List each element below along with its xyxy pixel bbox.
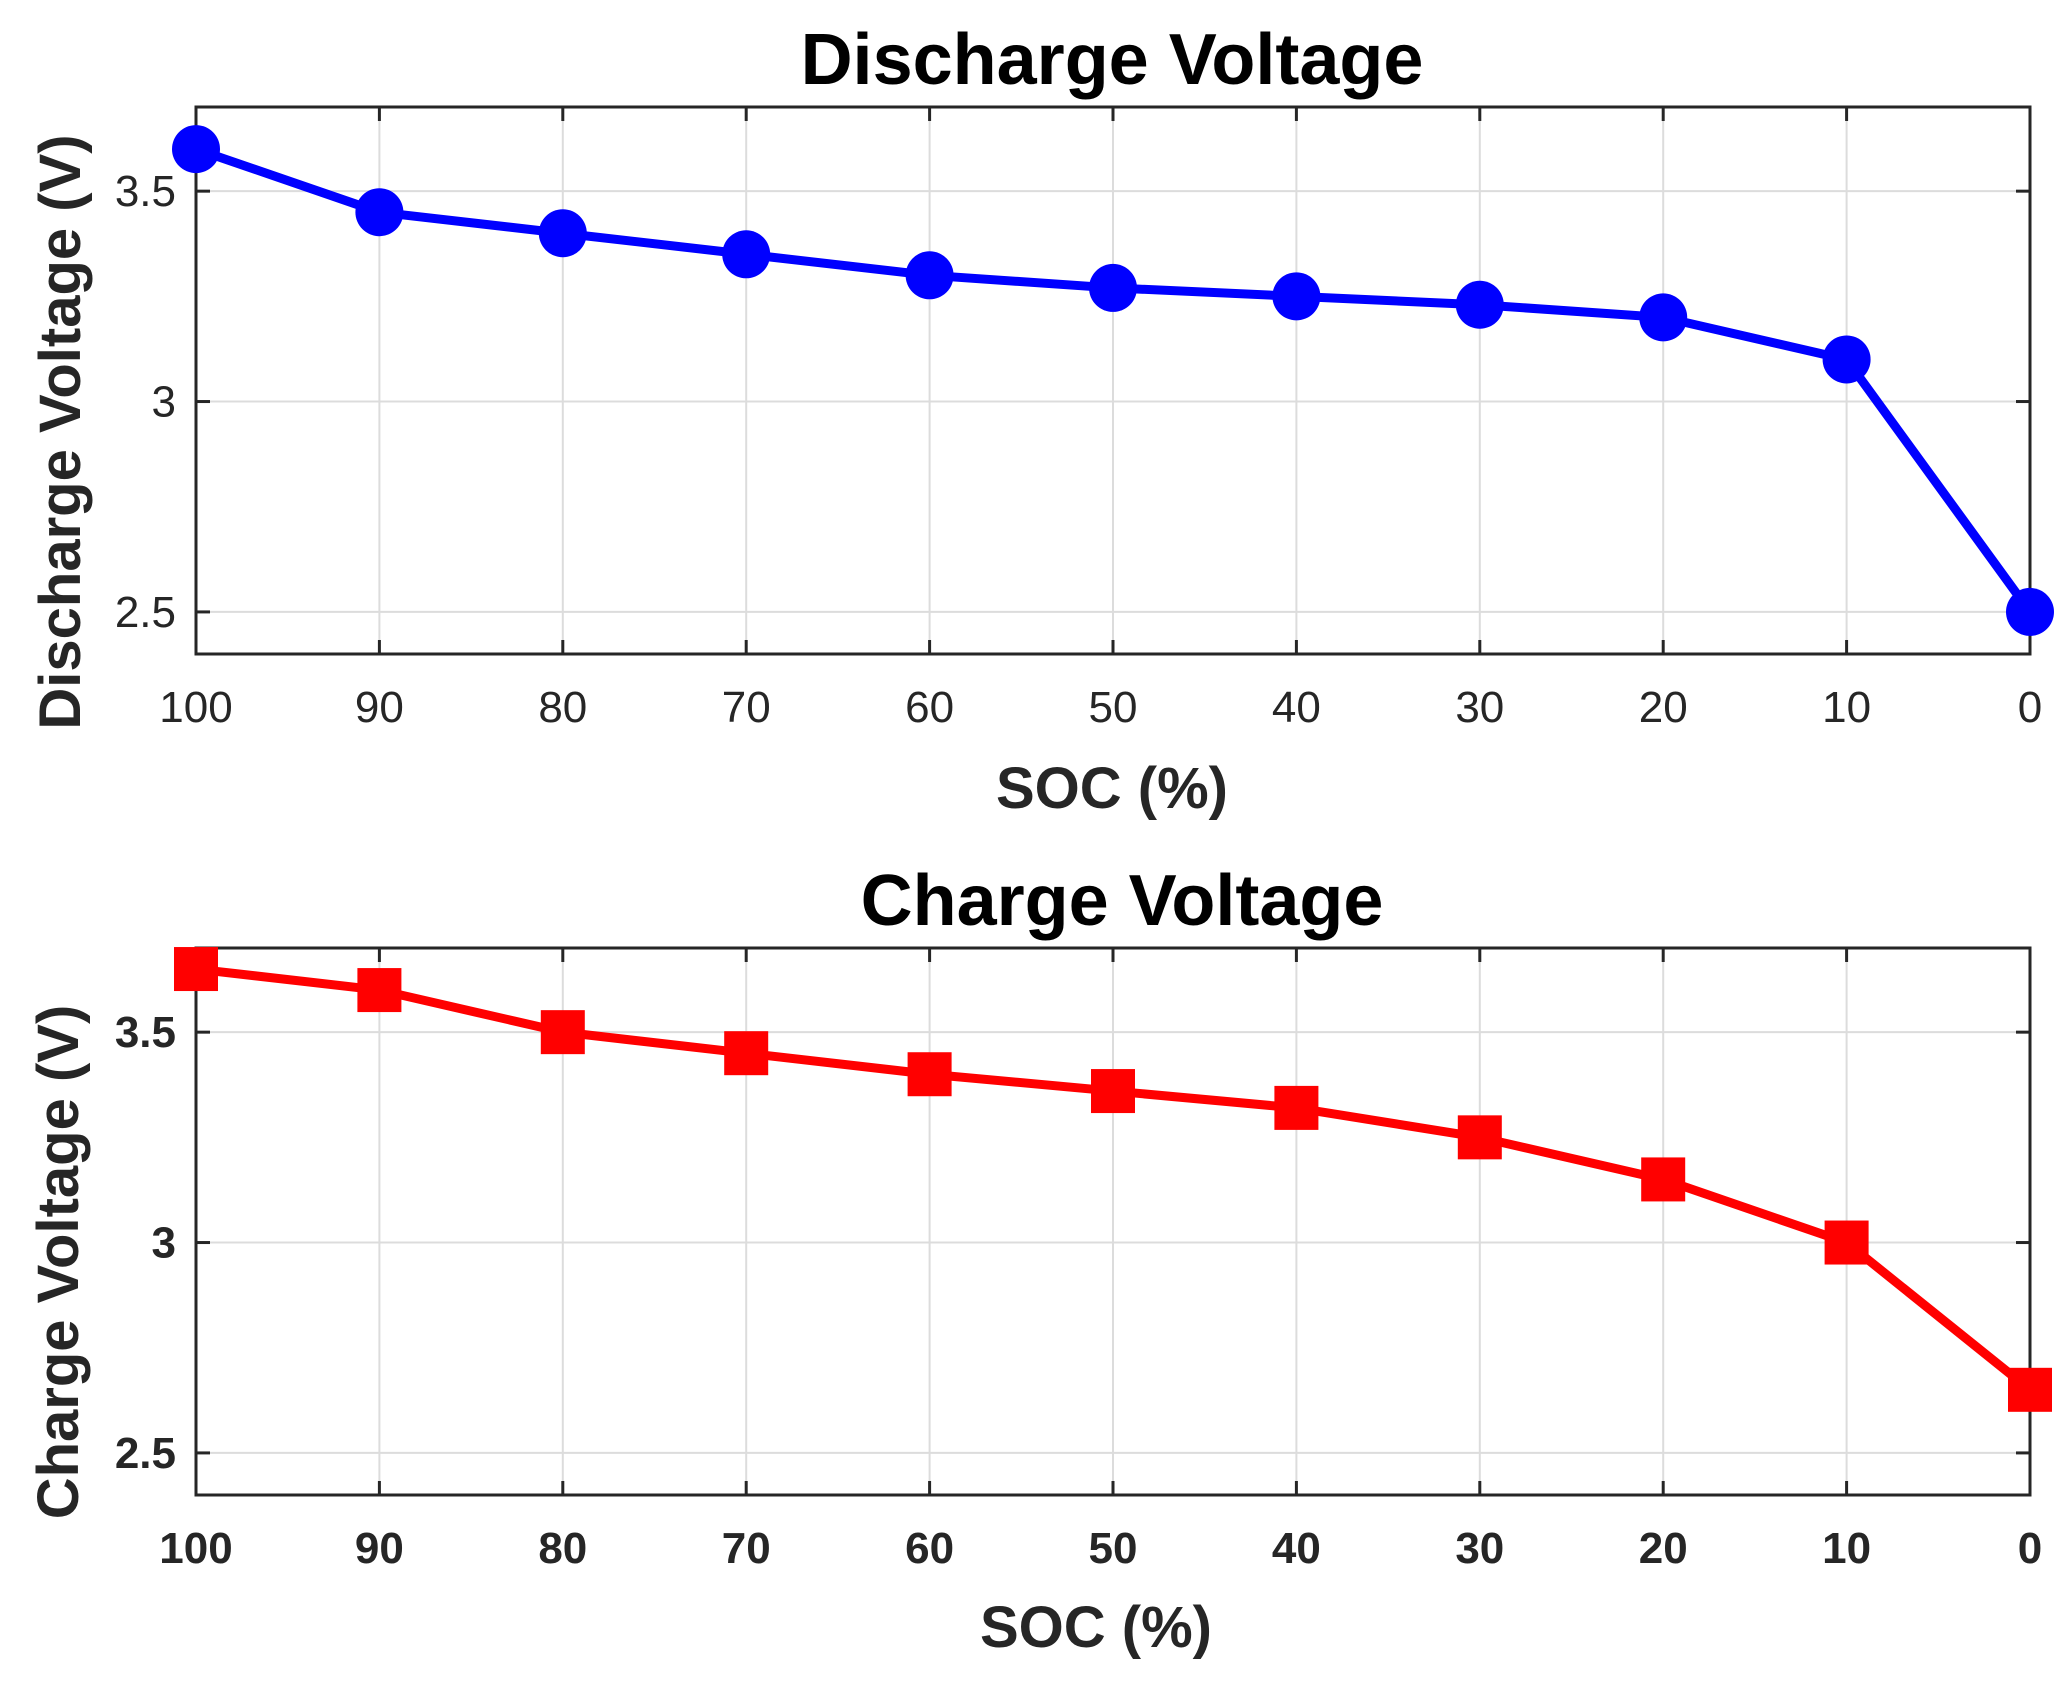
charge-y-tick-label: 3.5 [115, 1008, 176, 1057]
charge-x-tick-label: 0 [2018, 1524, 2042, 1573]
charge-x-tick-label: 50 [1089, 1524, 1138, 1573]
discharge-data-point [722, 230, 771, 279]
discharge-x-tick-label: 0 [2018, 683, 2042, 732]
charge-axes-box [194, 946, 2032, 1497]
charge-data-point [1824, 1220, 1869, 1265]
charge-y-axis-label: Charge Voltage (V) [26, 1005, 91, 1520]
charge-data-point [1641, 1157, 1686, 1202]
charge-x-tick-label: 10 [1822, 1524, 1871, 1573]
discharge-axes-box [194, 105, 2032, 656]
discharge-data-point [1089, 263, 1137, 312]
discharge-data-point [172, 125, 220, 174]
discharge-data-point [905, 251, 954, 300]
discharge-x-tick-label: 20 [1639, 683, 1688, 732]
discharge-data-point [1639, 293, 1688, 342]
charge-data-point [2008, 1367, 2052, 1412]
discharge-grid [195, 107, 2031, 654]
charge-y-tick-label: 2.5 [115, 1429, 176, 1478]
charge-ticks: 100 90 80 70 60 50 40 30 20 10 02.533.5 [115, 948, 2042, 1573]
charge-x-axis-label: SOC (%) [980, 1595, 1212, 1660]
charge-data-point [540, 1010, 585, 1055]
charge-series [174, 947, 2052, 1412]
charge-x-tick-label: 70 [722, 1524, 771, 1573]
charge-data-point [357, 968, 402, 1013]
charge-x-tick-label: 60 [905, 1524, 954, 1573]
discharge-data-point [1822, 335, 1871, 384]
discharge-chart-title: Discharge Voltage [801, 20, 1424, 100]
charge-data-point [1091, 1069, 1135, 1114]
discharge-x-tick-label: 90 [355, 683, 404, 732]
discharge-y-tick-label: 3.5 [115, 167, 176, 216]
charge-x-tick-label: 30 [1455, 1524, 1504, 1573]
discharge-chart: Discharge Voltage 100 90 80 70 60 50 40 30 20 10 0… [28, 20, 2054, 821]
charge-x-tick-label: 90 [355, 1524, 404, 1573]
discharge-data-point [1272, 272, 1321, 321]
charge-x-tick-label: 100 [159, 1524, 232, 1573]
charge-data-point [174, 947, 218, 992]
charge-data-point [907, 1052, 952, 1097]
discharge-x-tick-label: 10 [1822, 683, 1871, 732]
discharge-x-tick-label: 100 [159, 683, 232, 732]
discharge-data-point [2006, 587, 2054, 636]
discharge-data-point [1455, 280, 1504, 329]
discharge-x-axis-label: SOC (%) [996, 756, 1228, 821]
discharge-data-point [538, 209, 587, 258]
discharge-y-axis-label: Discharge Voltage (V) [28, 134, 93, 729]
charge-data-point [724, 1031, 769, 1076]
charge-x-tick-label: 80 [538, 1524, 587, 1573]
charge-y-tick-label: 3 [152, 1219, 176, 1268]
discharge-y-tick-label: 3 [152, 378, 176, 427]
discharge-data-point [355, 188, 404, 237]
charge-chart: Charge Voltage 100 90 80 70 60 50 40 30 20 10 02.5… [26, 861, 2052, 1660]
discharge-series [172, 125, 2054, 636]
charge-data-point [1457, 1115, 1502, 1160]
charge-data-point [1274, 1085, 1319, 1130]
discharge-x-tick-label: 70 [722, 683, 771, 732]
charge-x-tick-label: 20 [1639, 1524, 1688, 1573]
discharge-x-tick-label: 50 [1089, 683, 1138, 732]
discharge-ticks: 100 90 80 70 60 50 40 30 20 10 02.533.5 [115, 107, 2042, 732]
discharge-x-tick-label: 60 [905, 683, 954, 732]
discharge-x-tick-label: 40 [1272, 683, 1321, 732]
charge-grid [195, 948, 2031, 1495]
discharge-x-tick-label: 30 [1455, 683, 1504, 732]
charge-x-tick-label: 40 [1272, 1524, 1321, 1573]
charge-chart-title: Charge Voltage [861, 861, 1384, 941]
discharge-x-tick-label: 80 [538, 683, 587, 732]
discharge-y-tick-label: 2.5 [115, 588, 176, 637]
